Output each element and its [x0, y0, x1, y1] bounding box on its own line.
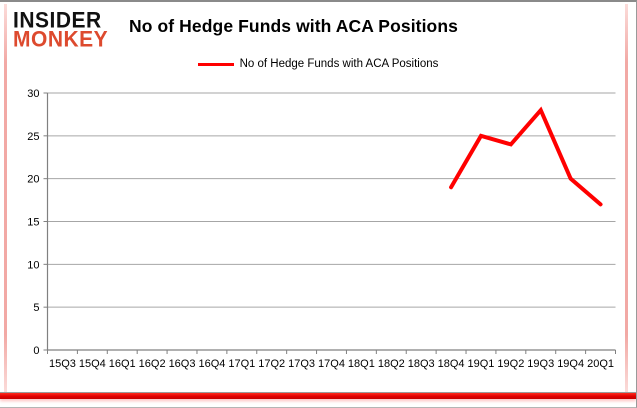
- y-tick-label: 5: [33, 302, 39, 314]
- x-tick-label: 16Q4: [198, 358, 225, 370]
- y-tick-label: 20: [27, 174, 39, 186]
- x-tick-label: 16Q1: [109, 358, 136, 370]
- insider-monkey-logo: INSIDER MONKEY: [13, 8, 109, 52]
- x-tick-label: 18Q4: [438, 358, 465, 370]
- x-tick-label: 19Q4: [557, 358, 584, 370]
- legend-line-swatch: [197, 62, 234, 66]
- x-tick-label: 16Q3: [169, 358, 196, 370]
- x-tick-label: 17Q3: [288, 358, 315, 370]
- x-tick-label: 19Q3: [527, 358, 554, 370]
- series-line: [449, 106, 603, 207]
- logo-text-insider: INSIDER: [13, 8, 102, 33]
- y-tick-label: 15: [27, 217, 39, 229]
- legend: No of Hedge Funds with ACA Positions: [0, 58, 636, 70]
- y-tick-label: 30: [27, 88, 39, 100]
- x-tick-label: 15Q4: [79, 358, 106, 370]
- x-tick-label: 18Q3: [408, 358, 435, 370]
- x-tick-label: 17Q4: [318, 358, 345, 370]
- logo-text-monkey: MONKEY: [13, 27, 109, 52]
- x-tick-label: 18Q2: [378, 358, 405, 370]
- x-tick-label: 18Q1: [348, 358, 375, 370]
- legend-label: No of Hedge Funds with ACA Positions: [239, 58, 439, 70]
- right-accent-border: [625, 4, 628, 393]
- x-tick-label: 17Q1: [228, 358, 255, 370]
- x-tick-label: 17Q2: [258, 358, 285, 370]
- y-tick-label: 10: [27, 259, 39, 271]
- x-tick-label: 16Q2: [139, 358, 166, 370]
- chart-title: No of Hedge Funds with ACA Positions: [129, 16, 458, 36]
- y-tick-label: 25: [27, 131, 39, 143]
- y-tick-label: 0: [33, 345, 39, 357]
- bottom-accent-bar: [0, 392, 636, 399]
- left-accent-border: [4, 4, 7, 393]
- x-tick-label: 20Q1: [587, 358, 614, 370]
- x-tick-label: 15Q3: [49, 358, 76, 370]
- x-tick-label: 19Q1: [468, 358, 495, 370]
- x-tick-label: 19Q2: [497, 358, 524, 370]
